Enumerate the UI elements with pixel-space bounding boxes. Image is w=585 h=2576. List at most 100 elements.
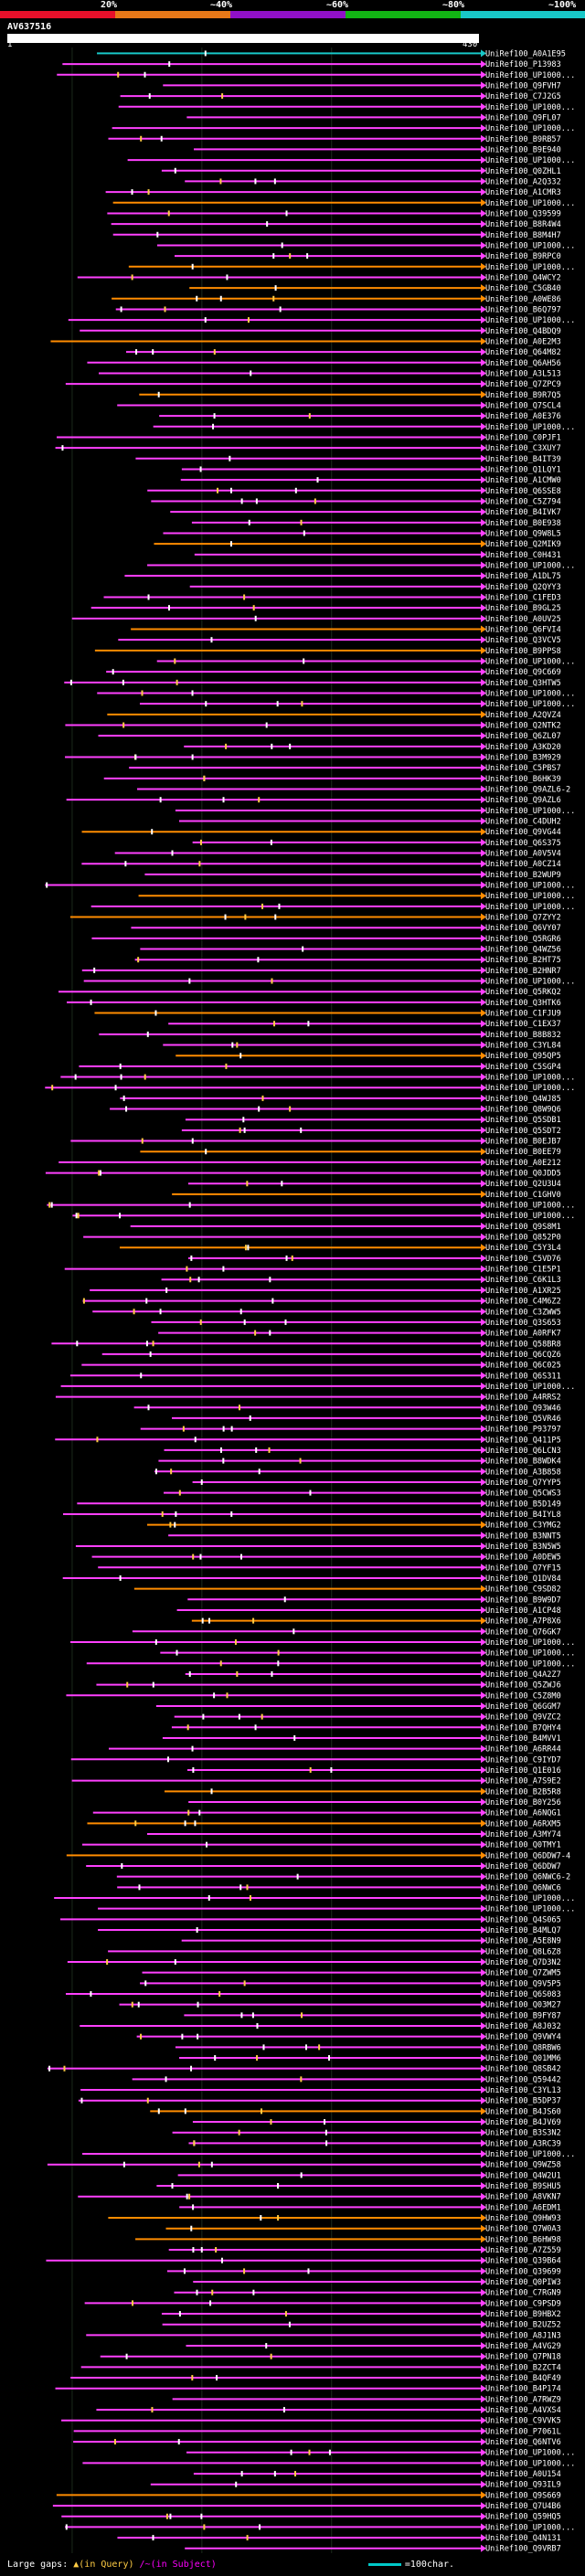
hit-label[interactable]: UniRef100_Q6C025 — [485, 1362, 561, 1371]
hit-label[interactable]: UniRef100_B4IVK7 — [485, 508, 561, 517]
hit-label[interactable]: UniRef100_Q6LCN3 — [485, 1447, 561, 1456]
hit-label[interactable]: UniRef100_Q7ZWM5 — [485, 1969, 561, 1978]
hit-label[interactable]: UniRef100_UP1000... — [485, 71, 575, 80]
hit-label[interactable]: UniRef100_C7RGN9 — [485, 2289, 561, 2298]
hit-label[interactable]: UniRef100_Q4S065 — [485, 1915, 561, 1924]
hit-label[interactable]: UniRef100_Q0ZHL1 — [485, 167, 561, 176]
hit-label[interactable]: UniRef100_B9GL25 — [485, 604, 561, 613]
hit-label[interactable]: UniRef100_UP1000... — [485, 1212, 575, 1221]
hit-label[interactable]: UniRef100_A3RC39 — [485, 2139, 561, 2148]
hit-label[interactable]: UniRef100_A0U154 — [485, 2470, 561, 2479]
hit-label[interactable]: UniRef100_UP1000... — [485, 690, 575, 699]
hit-label[interactable]: UniRef100_Q6ZL07 — [485, 732, 561, 741]
hit-label[interactable]: UniRef100_B6HK39 — [485, 775, 561, 784]
hit-label[interactable]: UniRef100_UP1000... — [485, 892, 575, 901]
hit-label[interactable]: UniRef100_Q8RBW6 — [485, 2043, 561, 2052]
hit-label[interactable]: UniRef100_Q03M27 — [485, 2001, 561, 2010]
hit-label[interactable]: UniRef100_A0DEW5 — [485, 1553, 561, 1563]
hit-label[interactable]: UniRef100_C3ZWW5 — [485, 1308, 561, 1317]
hit-label[interactable]: UniRef100_Q6S083 — [485, 1990, 561, 1999]
hit-label[interactable]: UniRef100_C9VVK5 — [485, 2417, 561, 2426]
hit-label[interactable]: UniRef100_Q59442 — [485, 2075, 561, 2084]
hit-label[interactable]: UniRef100_Q7W0A3 — [485, 2225, 561, 2234]
hit-label[interactable]: UniRef100_A3L513 — [485, 369, 561, 378]
hit-label[interactable]: UniRef100_Q2U3U4 — [485, 1180, 561, 1189]
hit-label[interactable]: UniRef100_Q2QYY3 — [485, 583, 561, 592]
hit-label[interactable]: UniRef100_B2B5R8 — [485, 1787, 561, 1797]
hit-label[interactable]: UniRef100_Q411P5 — [485, 1436, 561, 1445]
hit-label[interactable]: UniRef100_Q8L6Z8 — [485, 1947, 561, 1956]
hit-label[interactable]: UniRef100_C1GHV0 — [485, 1191, 561, 1200]
hit-label[interactable]: UniRef100_C5Z794 — [485, 497, 561, 506]
hit-label[interactable]: UniRef100_P93797 — [485, 1426, 561, 1435]
hit-label[interactable]: UniRef100_Q0TMY1 — [485, 1841, 561, 1850]
hit-label[interactable]: UniRef100_UP1000... — [485, 1638, 575, 1648]
hit-label[interactable]: UniRef100_Q9W8L5 — [485, 529, 561, 538]
hit-label[interactable]: UniRef100_B2WUP9 — [485, 871, 561, 880]
hit-label[interactable]: UniRef100_UP1000... — [485, 978, 575, 987]
hit-label[interactable]: UniRef100_Q4N131 — [485, 2534, 561, 2543]
hit-label[interactable]: UniRef100_Q58BR8 — [485, 1340, 561, 1349]
hit-label[interactable]: UniRef100_A2Q332 — [485, 177, 561, 186]
hit-label[interactable]: UniRef100_C5GB40 — [485, 284, 561, 293]
hit-label[interactable]: UniRef100_A8J1N3 — [485, 2331, 561, 2340]
hit-label[interactable]: UniRef100_B2ZCT4 — [485, 2363, 561, 2372]
hit-label[interactable]: UniRef100_Q5SDT2 — [485, 1127, 561, 1136]
hit-label[interactable]: UniRef100_Q0JDD5 — [485, 1170, 561, 1179]
hit-label[interactable]: UniRef100_Q39599 — [485, 209, 561, 218]
hit-label[interactable]: UniRef100_B2HT75 — [485, 956, 561, 965]
hit-label[interactable]: UniRef100_Q2NTK2 — [485, 722, 561, 731]
hit-label[interactable]: UniRef100_A3B858 — [485, 1468, 561, 1477]
hit-label[interactable]: UniRef100_Q9FL07 — [485, 113, 561, 122]
hit-label[interactable]: UniRef100_Q852P0 — [485, 1234, 561, 1243]
hit-label[interactable]: UniRef100_P13983 — [485, 60, 561, 69]
hit-label[interactable]: UniRef100_A1CMW0 — [485, 476, 561, 485]
hit-label[interactable]: UniRef100_B4IYL8 — [485, 1511, 561, 1520]
hit-label[interactable]: UniRef100_Q7ZYY2 — [485, 914, 561, 923]
hit-label[interactable]: UniRef100_C6K1L3 — [485, 1276, 561, 1285]
hit-label[interactable]: UniRef100_B9PPS8 — [485, 647, 561, 656]
hit-label[interactable]: UniRef100_B3M929 — [485, 754, 561, 763]
hit-label[interactable]: UniRef100_A8VKN7 — [485, 2193, 561, 2202]
hit-label[interactable]: UniRef100_B4MVV1 — [485, 1734, 561, 1744]
hit-label[interactable]: UniRef100_B4IT39 — [485, 455, 561, 464]
hit-label[interactable]: UniRef100_B0EJB7 — [485, 1138, 561, 1147]
hit-label[interactable]: UniRef100_A0RFK7 — [485, 1330, 561, 1339]
hit-label[interactable]: UniRef100_Q01MM6 — [485, 2054, 561, 2063]
hit-label[interactable]: UniRef100_UP1000... — [485, 1894, 575, 1903]
hit-label[interactable]: UniRef100_UP1000... — [485, 1383, 575, 1392]
hit-label[interactable]: UniRef100_Q9VRB7 — [485, 2545, 561, 2553]
hit-label[interactable]: UniRef100_C9IYD7 — [485, 1755, 561, 1765]
hit-label[interactable]: UniRef100_B8WDK4 — [485, 1458, 561, 1467]
hit-label[interactable]: UniRef100_A7RWZ9 — [485, 2395, 561, 2404]
hit-label[interactable]: UniRef100_UP1000... — [485, 124, 575, 133]
hit-label[interactable]: UniRef100_B6Q797 — [485, 305, 561, 314]
hit-label[interactable]: UniRef100_UP1000... — [485, 316, 575, 325]
hit-label[interactable]: UniRef100_UP1000... — [485, 657, 575, 666]
hit-label[interactable]: UniRef100_Q6DDW7 — [485, 1862, 561, 1871]
hit-label[interactable]: UniRef100_B8B832 — [485, 1031, 561, 1040]
hit-label[interactable]: UniRef100_Q7PN18 — [485, 2353, 561, 2362]
hit-label[interactable]: UniRef100_Q7SCL4 — [485, 401, 561, 410]
hit-label[interactable]: UniRef100_Q7YF15 — [485, 1564, 561, 1573]
hit-label[interactable]: UniRef100_Q4WCY2 — [485, 273, 561, 282]
hit-label[interactable]: UniRef100_Q4W2U1 — [485, 2171, 561, 2180]
hit-label[interactable]: UniRef100_B4P174 — [485, 2385, 561, 2394]
hit-label[interactable]: UniRef100_Q59HQ5 — [485, 2513, 561, 2522]
hit-label[interactable]: UniRef100_A6RR44 — [485, 1745, 561, 1754]
hit-label[interactable]: UniRef100_Q2MIK9 — [485, 540, 561, 549]
hit-label[interactable]: UniRef100_A0CZ14 — [485, 860, 561, 869]
hit-label[interactable]: UniRef100_Q4A2Z7 — [485, 1670, 561, 1680]
hit-label[interactable]: UniRef100_Q9VWY4 — [485, 2033, 561, 2042]
hit-label[interactable]: UniRef100_Q9HW93 — [485, 2214, 561, 2223]
hit-label[interactable]: UniRef100_Q6FVI4 — [485, 625, 561, 634]
hit-label[interactable]: UniRef100_A0UV25 — [485, 615, 561, 624]
hit-label[interactable]: UniRef100_B4QF49 — [485, 2374, 561, 2383]
hit-label[interactable]: UniRef100_Q9S8M1 — [485, 1223, 561, 1232]
hit-label[interactable]: UniRef100_B9HBX2 — [485, 2310, 561, 2319]
hit-label[interactable]: UniRef100_UP1000... — [485, 1659, 575, 1669]
hit-label[interactable]: UniRef100_C9SD82 — [485, 1585, 561, 1595]
hit-label[interactable]: UniRef100_Q9S669 — [485, 2491, 561, 2500]
hit-label[interactable]: UniRef100_Q6SSE8 — [485, 487, 561, 496]
hit-label[interactable]: UniRef100_A5E8N9 — [485, 1937, 561, 1946]
